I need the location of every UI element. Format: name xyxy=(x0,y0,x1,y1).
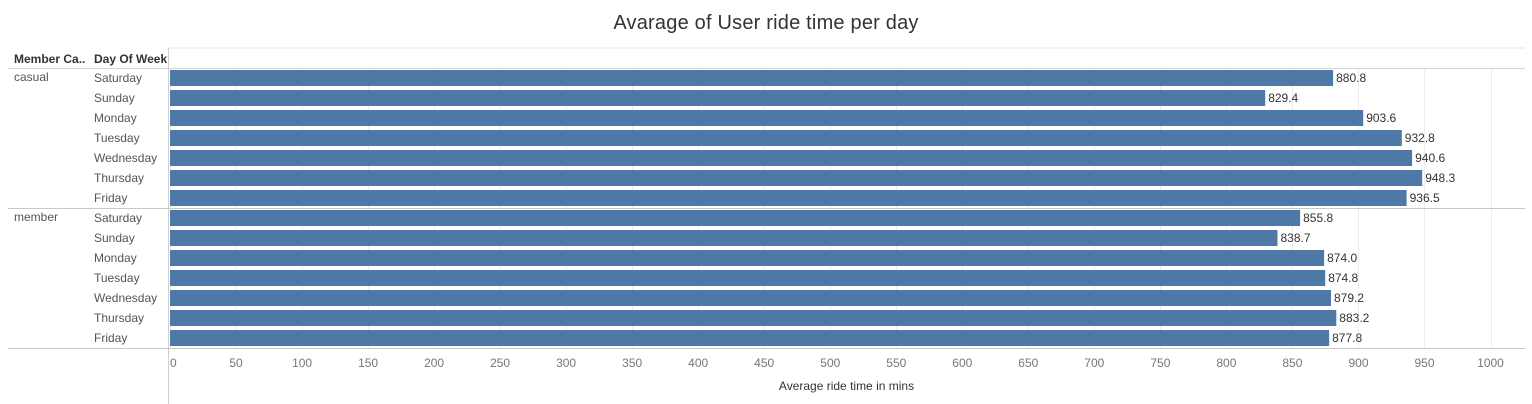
x-tick-label: 200 xyxy=(424,356,444,370)
x-axis-title: Average ride time in mins xyxy=(778,379,915,393)
day-label[interactable]: Thursday xyxy=(94,171,144,185)
bar[interactable] xyxy=(170,210,1301,226)
day-label[interactable]: Friday xyxy=(94,191,127,205)
x-tick-label: 450 xyxy=(754,356,774,370)
bar[interactable] xyxy=(170,90,1266,106)
day-label[interactable]: Thursday xyxy=(94,311,144,325)
x-tick-label: 50 xyxy=(229,356,243,370)
chart-title: Avarage of User ride time per day xyxy=(613,12,919,34)
day-label[interactable]: Wednesday xyxy=(94,291,157,305)
x-tick-label: 650 xyxy=(1018,356,1038,370)
group-label[interactable]: member xyxy=(14,210,58,224)
bar[interactable] xyxy=(170,250,1325,266)
bar[interactable] xyxy=(170,110,1364,126)
x-tick-label: 900 xyxy=(1348,356,1368,370)
x-tick-label: 300 xyxy=(556,356,576,370)
bar[interactable] xyxy=(170,130,1402,146)
x-tick-label: 550 xyxy=(886,356,906,370)
data-label: 879.2 xyxy=(1334,291,1364,305)
data-label: 855.8 xyxy=(1303,211,1333,225)
x-tick-label: 850 xyxy=(1282,356,1302,370)
bar[interactable] xyxy=(170,330,1330,346)
x-tick-label: 0 xyxy=(170,356,177,370)
x-tick-label: 700 xyxy=(1084,356,1104,370)
bar[interactable] xyxy=(170,310,1337,326)
data-label: 948.3 xyxy=(1425,171,1455,185)
data-label: 936.5 xyxy=(1410,191,1440,205)
day-label[interactable]: Saturday xyxy=(94,211,142,225)
data-label: 874.8 xyxy=(1328,271,1358,285)
x-tick-label: 750 xyxy=(1150,356,1170,370)
x-tick-label: 800 xyxy=(1216,356,1236,370)
x-tick-label: 600 xyxy=(952,356,972,370)
day-label[interactable]: Monday xyxy=(94,111,137,125)
day-of-week-header[interactable]: Day Of Week xyxy=(94,52,168,66)
data-label: 829.4 xyxy=(1268,91,1298,105)
day-label[interactable]: Friday xyxy=(94,331,127,345)
x-tick-label: 350 xyxy=(622,356,642,370)
x-tick-label: 950 xyxy=(1414,356,1434,370)
bar[interactable] xyxy=(170,70,1334,86)
day-label[interactable]: Tuesday xyxy=(94,131,140,145)
data-label: 880.8 xyxy=(1336,71,1366,85)
data-label: 877.8 xyxy=(1332,331,1362,345)
bar[interactable] xyxy=(170,190,1407,206)
bar[interactable] xyxy=(170,270,1326,286)
data-label: 932.8 xyxy=(1405,131,1435,145)
data-label: 883.2 xyxy=(1339,311,1369,325)
x-tick-label: 150 xyxy=(358,356,378,370)
day-label[interactable]: Sunday xyxy=(94,91,135,105)
x-tick-label: 1000 xyxy=(1477,356,1504,370)
x-tick-label: 250 xyxy=(490,356,510,370)
data-label: 838.7 xyxy=(1281,231,1311,245)
member-category-header[interactable]: Member Ca.. xyxy=(14,52,86,66)
day-label[interactable]: Sunday xyxy=(94,231,135,245)
day-label[interactable]: Tuesday xyxy=(94,271,140,285)
data-label: 903.6 xyxy=(1366,111,1396,125)
bar[interactable] xyxy=(170,230,1278,246)
bar[interactable] xyxy=(170,290,1331,306)
x-tick-label: 500 xyxy=(820,356,840,370)
bar[interactable] xyxy=(170,150,1413,166)
x-tick-label: 100 xyxy=(292,356,312,370)
group-label[interactable]: casual xyxy=(14,70,49,84)
data-label: 874.0 xyxy=(1327,251,1357,265)
day-label[interactable]: Saturday xyxy=(94,71,142,85)
day-label[interactable]: Monday xyxy=(94,251,137,265)
x-tick-label: 400 xyxy=(688,356,708,370)
day-label[interactable]: Wednesday xyxy=(94,151,157,165)
data-label: 940.6 xyxy=(1415,151,1445,165)
bar[interactable] xyxy=(170,170,1423,186)
